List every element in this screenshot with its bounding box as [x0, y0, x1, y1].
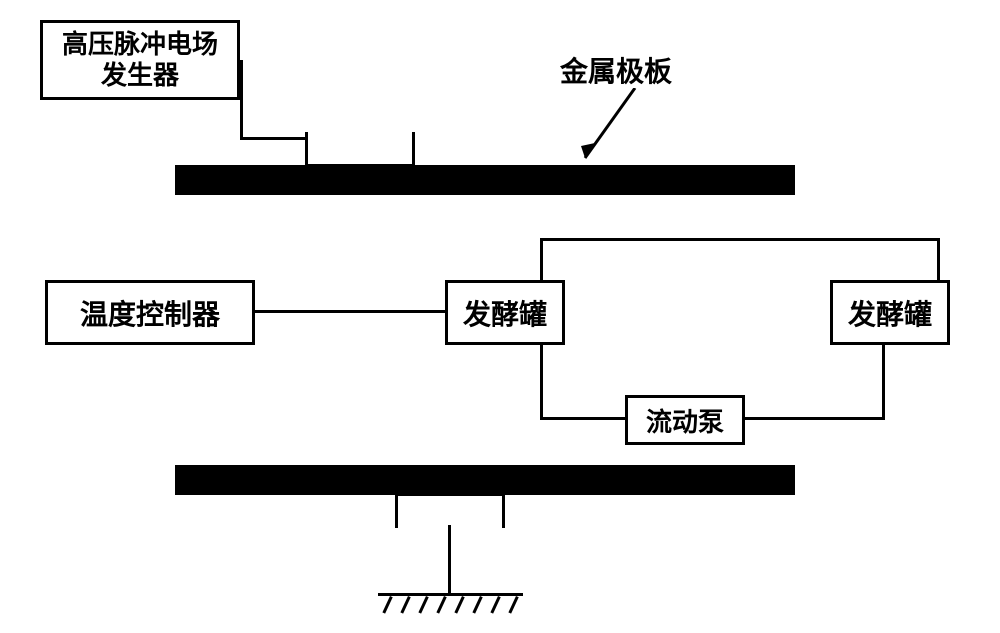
- generator-label: 高压脉冲电场 发生器: [62, 29, 218, 91]
- loop-bottom-left-across: [540, 417, 628, 420]
- fermenter-left-label: 发酵罐: [463, 293, 547, 333]
- plate-arrow: [575, 88, 655, 173]
- wire-generator-down: [240, 60, 243, 140]
- temp-controller-box: 温度控制器: [45, 280, 255, 345]
- pump-box: 流动泵: [625, 395, 745, 445]
- loop-top-across: [540, 238, 940, 241]
- temp-controller-label: 温度控制器: [80, 293, 220, 333]
- generator-box: 高压脉冲电场 发生器: [40, 20, 240, 100]
- plate-label: 金属极板: [560, 50, 672, 90]
- loop-top-right-down: [937, 238, 940, 283]
- wire-ground-down: [448, 525, 451, 593]
- pump-label: 流动泵: [646, 402, 724, 439]
- connector-top: [305, 132, 415, 167]
- top-plate: [175, 165, 795, 195]
- loop-bottom-right-across: [745, 417, 885, 420]
- fermenter-left-box: 发酵罐: [445, 280, 565, 345]
- loop-bottom-left-down: [540, 345, 543, 420]
- ground-symbol: [380, 596, 525, 618]
- connector-bottom: [395, 493, 505, 528]
- bottom-plate: [175, 465, 795, 495]
- fermenter-right-label: 发酵罐: [848, 293, 932, 333]
- fermenter-right-box: 发酵罐: [830, 280, 950, 345]
- wire-temp-fermenter: [255, 310, 445, 313]
- loop-top-left-up: [540, 238, 543, 283]
- loop-bottom-right-up: [882, 345, 885, 420]
